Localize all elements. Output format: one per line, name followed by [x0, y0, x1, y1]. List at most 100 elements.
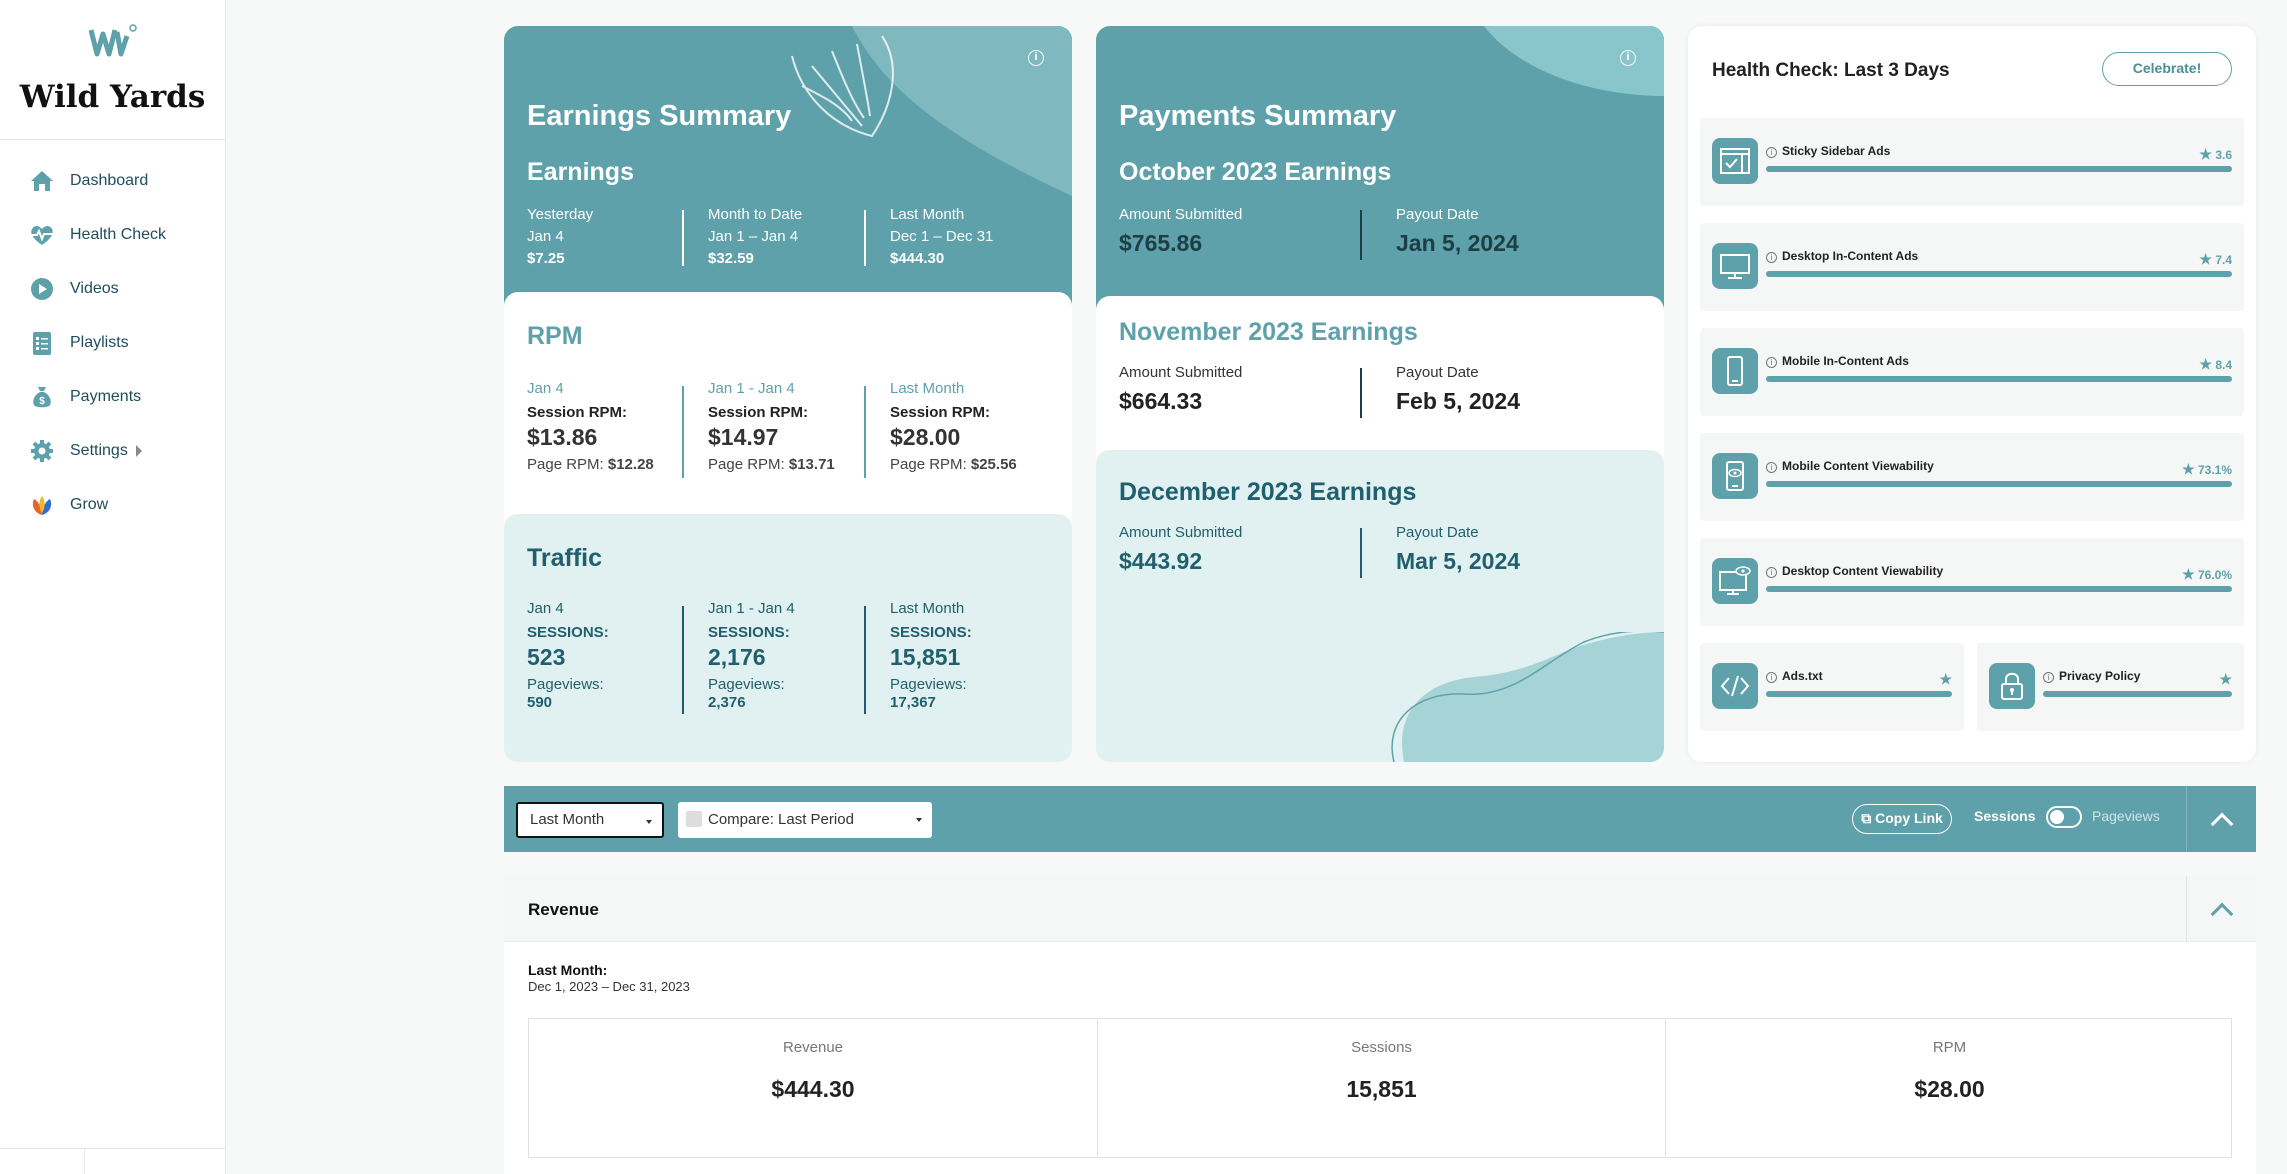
health-item-bar: [2043, 691, 2232, 697]
divider: [682, 386, 684, 478]
wave-decoration: [1484, 26, 1664, 96]
session-rpm-value: $28.00: [890, 424, 961, 450]
health-check-title: Health Check: Last 3 Days: [1712, 60, 1950, 81]
payout-date: Payout Date Feb 5, 2024: [1396, 362, 1520, 418]
info-icon[interactable]: i: [1766, 672, 1777, 683]
caret-down-icon: [646, 820, 652, 824]
col-range: Jan 4: [527, 380, 564, 397]
money-bag-icon: $: [33, 387, 51, 408]
amount-value: $765.86: [1119, 230, 1203, 256]
period-select[interactable]: Last Month: [516, 802, 664, 838]
mobile-eye-icon: [1712, 453, 1758, 499]
date-value: Jan 5, 2024: [1396, 230, 1519, 256]
heartbeat-icon: [31, 226, 53, 245]
health-item-name: Ads.txt: [1782, 669, 1823, 683]
col-range: Last Month: [890, 600, 965, 617]
info-icon[interactable]: i: [1766, 567, 1777, 578]
amount-value: $664.33: [1119, 388, 1203, 414]
info-icon[interactable]: i: [2043, 672, 2054, 683]
celebrate-button[interactable]: Celebrate!: [2102, 52, 2232, 86]
traffic-col-0: Jan 4 SESSIONS: 523 Pageviews: 590: [527, 598, 609, 712]
date-label: Payout Date: [1396, 364, 1479, 381]
logo-area: Wild Yards: [0, 0, 225, 140]
pageviews-label: Pageviews:: [527, 676, 604, 693]
star-icon: ★: [2199, 146, 2212, 162]
info-icon[interactable]: i: [1766, 462, 1777, 473]
page-rpm-label: Page RPM:: [708, 456, 785, 473]
health-item-score: ★ 8.4: [2199, 356, 2232, 373]
sidebar-item-label: Settings: [70, 442, 128, 459]
sidebar-item-label: Payments: [70, 388, 142, 405]
divider: [682, 606, 684, 714]
copy-link-button[interactable]: ⧉ Copy Link: [1852, 804, 1952, 834]
health-item-ads-txt[interactable]: i Ads.txt ★: [1700, 643, 1964, 731]
sidebar-item-label: Playlists: [70, 334, 129, 351]
payments-summary-title: Payments Summary: [1119, 100, 1397, 132]
health-item-mobile-in-content-ads[interactable]: i Mobile In-Content Ads ★ 8.4: [1700, 328, 2244, 416]
divider: [864, 210, 866, 266]
health-item-bar: [1766, 586, 2232, 592]
chevron-up-icon[interactable]: [2210, 902, 2234, 926]
divider: [864, 386, 866, 478]
mobile-icon: [1712, 348, 1758, 394]
col-range: Jan 4: [527, 600, 564, 617]
health-item-mobile-content-viewability[interactable]: i Mobile Content Viewability ★ 73.1%: [1700, 433, 2244, 521]
pageviews-value: 17,367: [890, 694, 936, 711]
earnings-col-month-to-date: Month to Date Jan 1 – Jan 4 $32.59: [708, 204, 802, 270]
star-icon: ★: [2182, 566, 2195, 582]
stat-value: 15,851: [1346, 1076, 1417, 1102]
col-range: Jan 1 – Jan 4: [708, 228, 799, 245]
info-icon[interactable]: i: [1028, 50, 1044, 66]
divider: [682, 210, 684, 266]
divider: [2186, 876, 2187, 942]
sidebar-item-playlists[interactable]: Playlists: [0, 328, 225, 358]
compare-select[interactable]: Compare: Last Period: [678, 802, 932, 838]
session-rpm-value: $13.86: [527, 424, 598, 450]
sidebar-item-payments[interactable]: $ Payments: [0, 382, 225, 412]
stat-revenue: Revenue $444.30: [529, 1019, 1097, 1157]
filter-bar: Last Month Compare: Last Period ⧉ Copy L…: [504, 786, 2256, 852]
sessions-pageviews-toggle[interactable]: [2046, 806, 2082, 828]
info-icon[interactable]: i: [1766, 147, 1777, 158]
sidebar-item-videos[interactable]: Videos: [0, 274, 225, 304]
compare-checkbox[interactable]: [686, 811, 702, 827]
info-icon[interactable]: i: [1620, 50, 1636, 66]
health-item-privacy-policy[interactable]: i Privacy Policy ★: [1977, 643, 2244, 731]
earnings-col-last-month: Last Month Dec 1 – Dec 31 $444.30: [890, 204, 993, 270]
info-icon[interactable]: i: [1766, 357, 1777, 368]
sessions-value: 2,176: [708, 644, 766, 670]
date-label: Payout Date: [1396, 206, 1479, 223]
earnings-section-title: Earnings: [527, 158, 634, 186]
payout-date: Payout Date Mar 5, 2024: [1396, 522, 1520, 578]
score-value: 76.0%: [2197, 568, 2232, 582]
info-icon[interactable]: i: [1766, 252, 1777, 263]
copy-icon: ⧉: [1861, 810, 1872, 826]
col-range: Jan 4: [527, 228, 564, 245]
sidebar-item-grow[interactable]: Grow: [0, 490, 225, 520]
page-rpm-value: $25.56: [970, 456, 1017, 473]
health-item-desktop-content-viewability[interactable]: i Desktop Content Viewability ★ 76.0%: [1700, 538, 2244, 626]
health-item-sticky-sidebar-ads[interactable]: i Sticky Sidebar Ads ★ 3.6: [1700, 118, 2244, 206]
chevron-up-icon[interactable]: [2210, 812, 2234, 836]
pageviews-value: 2,376: [708, 694, 746, 711]
star-icon: ★: [2182, 461, 2195, 477]
payments-summary-card: i Payments Summary October 2023 Earnings…: [1096, 26, 1664, 326]
traffic-col-1: Jan 1 - Jan 4 SESSIONS: 2,176 Pageviews:…: [708, 598, 795, 712]
date-label: Payout Date: [1396, 524, 1479, 541]
page-rpm: Page RPM: $13.71: [708, 454, 835, 476]
session-rpm-label: Session RPM:: [527, 404, 628, 421]
sidebar-item-settings[interactable]: Settings: [0, 436, 225, 466]
amount-label: Amount Submitted: [1119, 524, 1243, 541]
divider: [2186, 786, 2187, 852]
session-rpm-value: $14.97: [708, 424, 779, 450]
health-item-bar: [1766, 376, 2232, 382]
sidebar-item-dashboard[interactable]: Dashboard: [0, 166, 225, 196]
rpm-col-1: Jan 1 - Jan 4 Session RPM: $14.97 Page R…: [708, 378, 835, 476]
score-value: 73.1%: [2197, 463, 2232, 477]
compare-select-value: Compare: Last Period: [708, 811, 854, 828]
sidebar-item-health-check[interactable]: Health Check: [0, 220, 225, 250]
health-item-desktop-in-content-ads[interactable]: i Desktop In-Content Ads ★ 7.4: [1700, 223, 2244, 311]
divider: [1360, 368, 1362, 418]
sidebar-footer: [0, 1148, 226, 1174]
caret-right-icon: [135, 445, 142, 457]
